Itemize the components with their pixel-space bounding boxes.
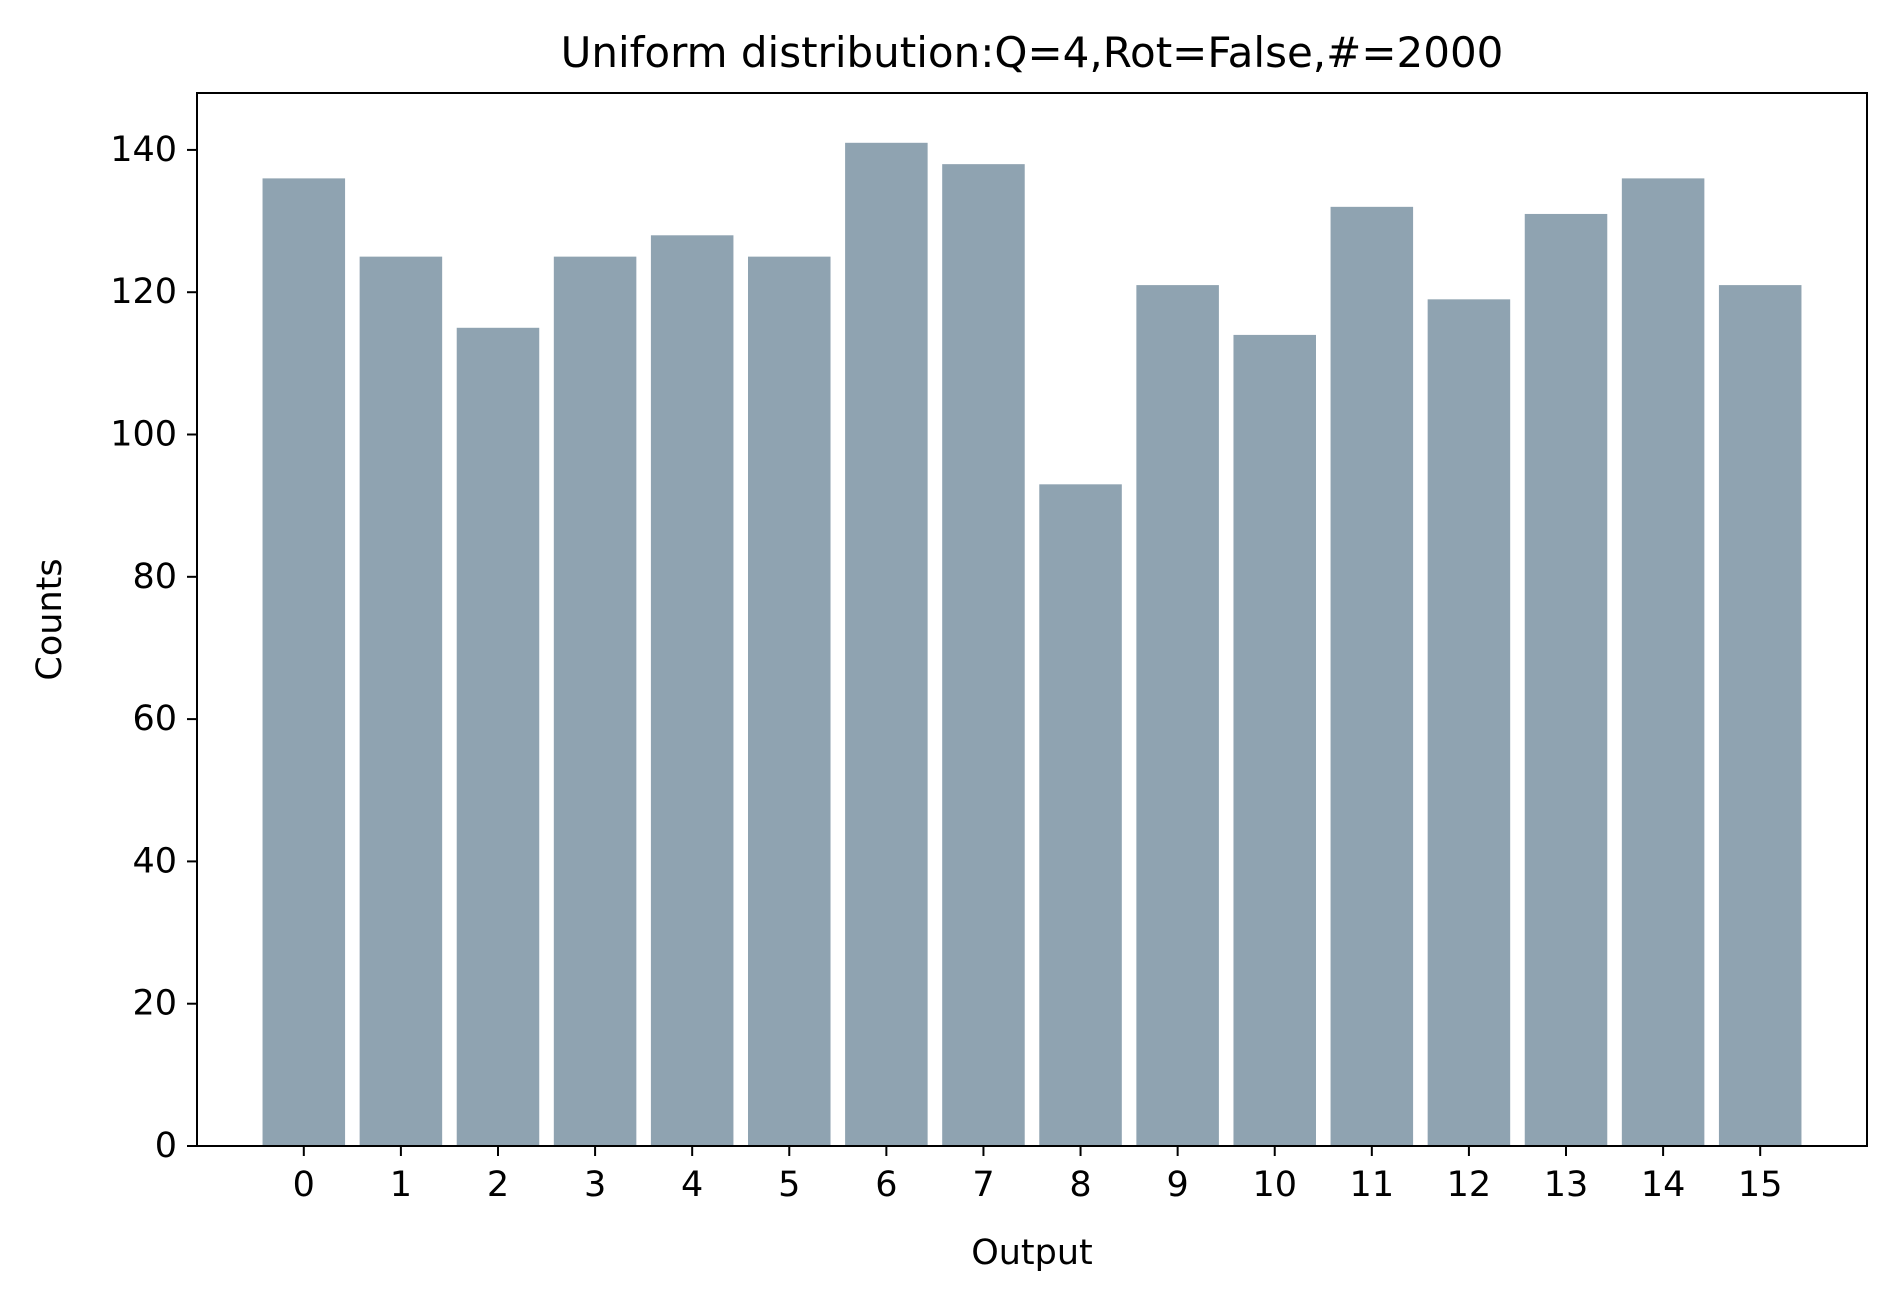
x-tick-label: 4 bbox=[681, 1165, 703, 1205]
x-tick-label: 15 bbox=[1738, 1165, 1783, 1205]
bar-9 bbox=[1136, 285, 1219, 1147]
y-tick-label: 20 bbox=[132, 984, 177, 1024]
bar-10 bbox=[1233, 334, 1316, 1146]
bar-6 bbox=[845, 142, 928, 1147]
x-tick-label: 10 bbox=[1252, 1165, 1297, 1205]
bar-1 bbox=[359, 256, 443, 1146]
x-tick-label: 0 bbox=[293, 1165, 315, 1205]
x-tick-label: 2 bbox=[487, 1165, 509, 1205]
y-tick-label: 80 bbox=[132, 557, 177, 597]
y-axis-label: Counts bbox=[30, 558, 70, 680]
x-axis-ticks: 0 1 2 3 4 5 6 7 8 9 10 11 12 13 14 15 bbox=[293, 1146, 1783, 1205]
bar-13 bbox=[1524, 213, 1608, 1146]
bar-12 bbox=[1427, 299, 1511, 1147]
x-tick-label: 3 bbox=[584, 1165, 606, 1205]
x-tick-label: 5 bbox=[778, 1165, 800, 1205]
bar-0 bbox=[262, 178, 346, 1146]
y-tick-label: 120 bbox=[110, 272, 177, 312]
y-tick-label: 0 bbox=[155, 1126, 177, 1166]
x-tick-label: 12 bbox=[1447, 1165, 1492, 1205]
bar-7 bbox=[942, 164, 1025, 1146]
x-tick-label: 11 bbox=[1350, 1165, 1395, 1205]
x-tick-label: 9 bbox=[1166, 1165, 1188, 1205]
plot-frame bbox=[196, 92, 1868, 1147]
y-tick-label: 140 bbox=[110, 130, 177, 170]
bar-11 bbox=[1330, 206, 1414, 1147]
y-tick-label: 40 bbox=[132, 841, 177, 881]
y-tick-label: 60 bbox=[132, 699, 177, 739]
bar-15 bbox=[1718, 285, 1802, 1147]
bars-layer bbox=[262, 142, 1802, 1147]
x-tick-label: 14 bbox=[1641, 1165, 1686, 1205]
bar-4 bbox=[650, 235, 734, 1147]
bar-3 bbox=[553, 256, 637, 1146]
y-tick-label: 100 bbox=[110, 415, 177, 455]
chart-title: Uniform distribution:Q=4,Rot=False,#=200… bbox=[561, 28, 1504, 77]
x-tick-label: 1 bbox=[390, 1165, 412, 1205]
bar-8 bbox=[1039, 484, 1122, 1146]
x-axis-label: Output bbox=[971, 1233, 1093, 1273]
bar-2 bbox=[456, 327, 540, 1146]
x-tick-label: 7 bbox=[972, 1165, 994, 1205]
x-tick-label: 13 bbox=[1544, 1165, 1589, 1205]
x-tick-label: 8 bbox=[1069, 1165, 1091, 1205]
x-tick-label: 6 bbox=[875, 1165, 897, 1205]
y-axis-ticks: 0 20 40 60 80 100 120 140 bbox=[110, 130, 197, 1166]
bar-14 bbox=[1621, 178, 1705, 1146]
bar-5 bbox=[748, 256, 831, 1146]
